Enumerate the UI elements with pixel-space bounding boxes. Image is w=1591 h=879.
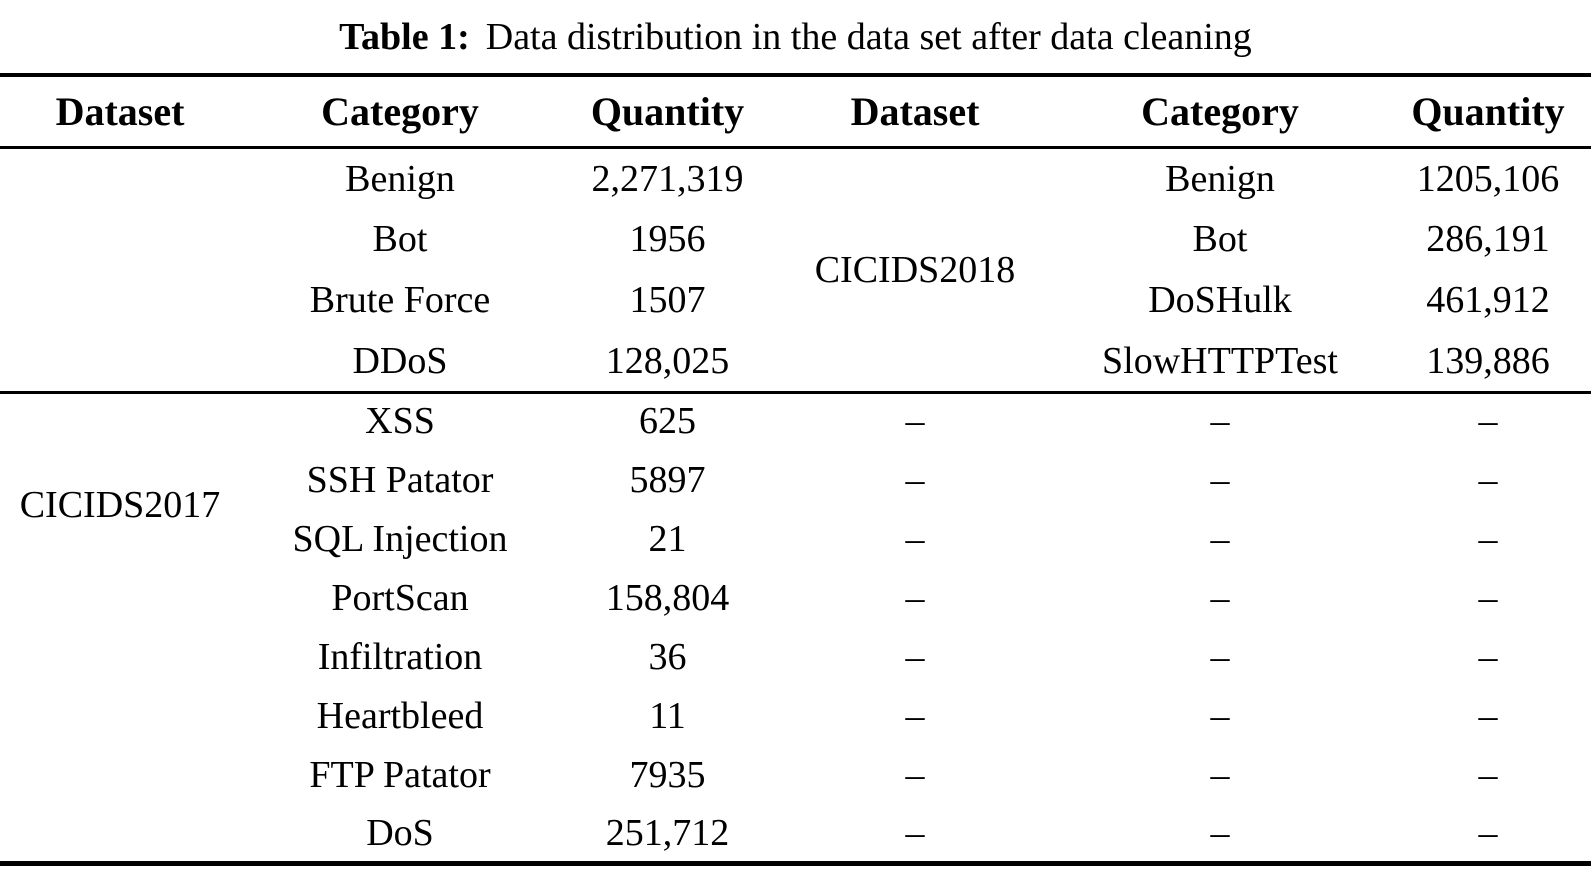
- data-distribution-table: Dataset Category Quantity Dataset Catego…: [0, 73, 1591, 866]
- table-row: PortScan 158,804 – – –: [0, 569, 1591, 628]
- table-caption: Table 1: Data distribution in the data s…: [0, 0, 1591, 73]
- quantity-cell-left: 1956: [629, 218, 706, 260]
- table-row: Infiltration 36 – – –: [0, 628, 1591, 687]
- table-row: DDoS 128,025 SlowHTTPTest 139,886: [0, 331, 1591, 392]
- category-cell-right: –: [1210, 695, 1230, 737]
- table-mid-rule: [0, 391, 1591, 394]
- category-cell-right: –: [1210, 577, 1230, 619]
- quantity-cell-right: –: [1478, 400, 1498, 442]
- category-cell-left: Bot: [372, 218, 428, 260]
- table-body: CICIDS2017 Benign 2,271,319 CICIDS2018 Benig…: [0, 148, 1591, 864]
- quantity-cell-left: 1507: [629, 279, 706, 321]
- header-category-left: Category: [240, 75, 560, 149]
- table-header: Dataset Category Quantity Dataset Catego…: [0, 75, 1591, 149]
- dataset-cell-right-empty: –: [905, 400, 925, 442]
- table-row: Heartbleed 11 – – –: [0, 687, 1591, 746]
- category-cell-right: –: [1210, 636, 1230, 678]
- category-cell-right: –: [1210, 400, 1230, 442]
- table-row: FTP Patator 7935 – – –: [0, 746, 1591, 805]
- table-row: XSS 625 – – –: [0, 392, 1591, 451]
- dataset-label-right: CICIDS2018: [814, 249, 1016, 292]
- category-cell-left: Benign: [345, 157, 455, 200]
- category-cell-left: FTP Patator: [309, 754, 491, 796]
- dataset-cell-right-empty: –: [905, 695, 925, 737]
- quantity-cell-right: –: [1478, 518, 1498, 560]
- table-caption-label: Table 1:: [339, 15, 470, 58]
- table-row: CICIDS2017 Benign 2,271,319 CICIDS2018 Benig…: [0, 148, 1591, 526]
- quantity-cell-right: –: [1478, 695, 1498, 737]
- header-category-right: Category: [1055, 75, 1385, 149]
- quantity-cell-left: 5897: [629, 459, 706, 501]
- quantity-cell-left: 21: [648, 518, 687, 560]
- quantity-cell-right: 461,912: [1426, 279, 1550, 321]
- header-quantity-right: Quantity: [1385, 75, 1591, 149]
- table-row: SQL Injection 21 – – –: [0, 510, 1591, 569]
- quantity-cell-left: 11: [649, 695, 686, 737]
- quantity-cell-left: 251,712: [605, 811, 730, 854]
- quantity-cell-right: –: [1478, 636, 1498, 678]
- category-cell-left: Brute Force: [309, 279, 491, 321]
- quantity-cell-right: 139,886: [1426, 340, 1550, 382]
- table-row: Bot 1956 Bot 286,191: [0, 209, 1591, 270]
- category-cell-left: Heartbleed: [316, 695, 484, 737]
- quantity-cell-left: 2,271,319: [591, 157, 744, 200]
- category-cell-right: –: [1210, 754, 1230, 796]
- header-quantity-left: Quantity: [560, 75, 775, 149]
- dataset-cell-right-empty: –: [905, 636, 925, 678]
- dataset-cell-right-empty: –: [905, 518, 925, 560]
- quantity-cell-left: 36: [648, 636, 687, 678]
- quantity-cell-left: 625: [639, 400, 696, 442]
- quantity-cell-left: 158,804: [605, 577, 730, 619]
- category-cell-right: Bot: [1192, 218, 1248, 260]
- table-row: Brute Force 1507 DoSHulk 461,912: [0, 270, 1591, 331]
- quantity-cell-right: –: [1478, 577, 1498, 619]
- dataset-label-left: CICIDS2017: [19, 484, 221, 526]
- quantity-cell-right: –: [1478, 459, 1498, 501]
- dataset-cell-right-empty: –: [905, 754, 925, 796]
- header-row: Dataset Category Quantity Dataset Catego…: [0, 75, 1591, 149]
- category-cell-left: DDoS: [352, 340, 448, 382]
- quantity-cell-right: –: [1478, 754, 1498, 796]
- category-cell-left: DoS: [366, 811, 434, 854]
- dataset-cell-right-empty: –: [905, 577, 925, 619]
- quantity-cell-right: 286,191: [1426, 218, 1550, 260]
- header-dataset-right: Dataset: [775, 75, 1055, 149]
- category-cell-right: –: [1210, 459, 1230, 501]
- quantity-cell-right: 1205,106: [1416, 157, 1560, 200]
- header-dataset-left: Dataset: [0, 75, 240, 149]
- category-cell-right: DoSHulk: [1148, 279, 1292, 321]
- category-cell-left: PortScan: [331, 577, 469, 619]
- category-cell-left: Infiltration: [317, 636, 483, 678]
- category-cell-left: SQL Injection: [292, 518, 508, 560]
- table-row: SSH Patator 5897 – – –: [0, 451, 1591, 510]
- category-cell-left: SSH Patator: [306, 459, 494, 501]
- quantity-cell-right: –: [1478, 811, 1498, 854]
- table-caption-text: Data distribution in the data set after …: [485, 15, 1252, 58]
- quantity-cell-left: 128,025: [605, 340, 730, 382]
- quantity-cell-left: 7935: [629, 754, 706, 796]
- dataset-cell-right-empty: –: [905, 811, 925, 854]
- category-cell-right: –: [1210, 811, 1230, 854]
- category-cell-right: SlowHTTPTest: [1102, 340, 1338, 382]
- category-cell-right: Benign: [1165, 157, 1275, 200]
- table-row: DoS 251,712 – – –: [0, 805, 1591, 864]
- category-cell-right: –: [1210, 518, 1230, 560]
- dataset-cell-right-empty: –: [905, 459, 925, 501]
- category-cell-left: XSS: [365, 400, 435, 442]
